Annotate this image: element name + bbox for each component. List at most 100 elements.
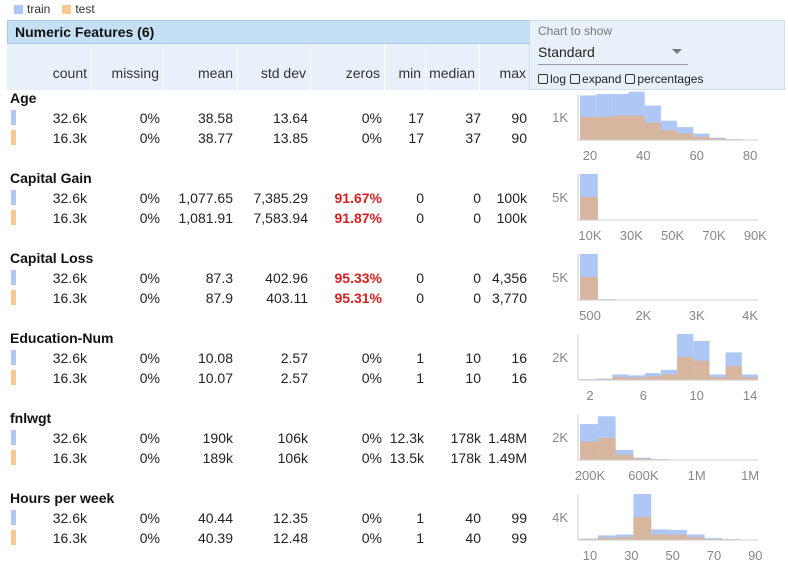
- col-mean[interactable]: mean: [164, 44, 238, 90]
- test-bar[interactable]: [615, 537, 634, 540]
- test-bar[interactable]: [628, 115, 645, 140]
- train-bar[interactable]: [580, 538, 598, 540]
- cell-min: 0: [416, 290, 424, 306]
- test-bar[interactable]: [709, 377, 726, 380]
- cell-min: 1: [416, 510, 424, 526]
- test-bar[interactable]: [580, 277, 598, 300]
- histogram-chart[interactable]: 5K 500 2K 3K 4K: [548, 252, 788, 332]
- train-bar[interactable]: [704, 538, 723, 540]
- x-tick-label: 2K: [635, 308, 651, 323]
- feature-name: Capital Gain: [10, 170, 92, 186]
- cell-std-dev: 13.64: [272, 110, 308, 126]
- cell-std-dev: 7,385.29: [253, 190, 309, 206]
- cell-mean: 40.39: [197, 530, 233, 546]
- train-bar[interactable]: [628, 375, 645, 380]
- cell-max: 3,770: [491, 290, 527, 306]
- legend-item-test: test: [62, 2, 95, 16]
- test-bar[interactable]: [580, 117, 597, 140]
- log-checkbox[interactable]: log: [538, 72, 566, 86]
- test-bar[interactable]: [596, 117, 613, 140]
- expand-checkbox[interactable]: expand: [570, 72, 621, 86]
- test-bar[interactable]: [580, 441, 598, 460]
- histogram-chart[interactable]: 5K 10K 30K 50K 70K 90K: [548, 172, 788, 252]
- cell-mean: 1,081.91: [178, 210, 234, 226]
- test-bar[interactable]: [669, 534, 687, 540]
- test-bar[interactable]: [612, 377, 629, 380]
- test-bar[interactable]: [628, 377, 645, 380]
- test-bar[interactable]: [612, 115, 629, 140]
- test-bar[interactable]: [633, 458, 652, 460]
- x-tick-label: 3K: [689, 308, 705, 323]
- histogram-chart[interactable]: 2K 2 6 10 14: [548, 332, 788, 412]
- col-zeros[interactable]: zeros: [311, 44, 385, 90]
- feature-name: Age: [10, 90, 37, 106]
- cell-mean: 10.08: [197, 350, 233, 366]
- cell-std-dev: 403.11: [266, 290, 308, 306]
- test-bar[interactable]: [677, 133, 694, 140]
- chart-type-select[interactable]: Standard: [538, 43, 688, 65]
- table-row: 32.6k 0% 190k 106k 0% 12.3k 178k 1.48M: [0, 428, 530, 448]
- test-bar[interactable]: [677, 357, 694, 380]
- percentages-checkbox[interactable]: percentages: [625, 72, 703, 86]
- histogram-chart[interactable]: 2K 200K 600K 1M 1M: [548, 412, 788, 492]
- test-bar[interactable]: [725, 366, 742, 380]
- test-bar[interactable]: [597, 437, 616, 460]
- x-tick-label: 70: [707, 548, 721, 563]
- test-bar[interactable]: [741, 377, 758, 380]
- test-bar[interactable]: [644, 376, 661, 380]
- test-bar[interactable]: [709, 138, 726, 140]
- test-bar[interactable]: [693, 360, 710, 380]
- col-min[interactable]: min: [385, 44, 426, 90]
- test-bar[interactable]: [651, 534, 669, 541]
- feature-name: Hours per week: [10, 490, 115, 506]
- test-bar[interactable]: [597, 537, 616, 540]
- cell-count: 32.6k: [52, 510, 87, 526]
- test-bar[interactable]: [660, 130, 678, 140]
- cell-count: 32.6k: [52, 430, 87, 446]
- col-missing[interactable]: missing: [92, 44, 164, 90]
- cell-mean: 189k: [202, 450, 233, 466]
- cell-max: 4,356: [491, 270, 527, 286]
- test-bar[interactable]: [693, 136, 710, 140]
- test-bar[interactable]: [686, 537, 705, 540]
- cell-missing: 0%: [139, 270, 160, 286]
- train-marker: [11, 110, 16, 125]
- col-median[interactable]: median: [426, 44, 480, 90]
- legend-label-train: train: [27, 2, 51, 16]
- cell-max: 1.48M: [488, 430, 527, 446]
- table-row: 16.3k 0% 38.77 13.85 0% 17 37 90: [0, 128, 530, 148]
- cell-min: 0: [416, 270, 424, 286]
- cell-std-dev: 13.85: [272, 130, 308, 146]
- cell-count: 32.6k: [52, 350, 87, 366]
- cell-count: 16.3k: [52, 450, 87, 466]
- x-tick-label: 70K: [702, 228, 725, 243]
- x-tick-label: 1M: [688, 468, 706, 483]
- legend-swatch-test: [62, 4, 72, 14]
- table-row: 16.3k 0% 87.9 403.11 95.31% 0 0 3,770: [0, 288, 530, 308]
- col-count[interactable]: count: [7, 44, 92, 90]
- x-tick-label: 4K: [742, 308, 758, 323]
- cell-min: 1: [416, 350, 424, 366]
- histogram-chart[interactable]: 1K 20 40 60 80: [548, 91, 788, 172]
- histogram-chart[interactable]: 4K 10 30 50 70 90: [548, 492, 788, 572]
- checkbox-box-icon: [625, 74, 636, 84]
- cell-median: 40: [465, 530, 481, 546]
- cell-count: 16.3k: [52, 210, 87, 226]
- col-max[interactable]: max: [499, 65, 526, 81]
- test-bar[interactable]: [644, 122, 661, 141]
- cell-missing: 0%: [139, 430, 160, 446]
- cell-median: 178k: [450, 430, 481, 446]
- test-bar[interactable]: [615, 454, 634, 460]
- cell-zeros: 0%: [361, 370, 382, 386]
- test-bar[interactable]: [660, 374, 678, 381]
- x-tick-label: 500: [579, 308, 601, 323]
- x-tick-label: 30: [624, 548, 638, 563]
- cell-std-dev: 7,583.94: [253, 210, 309, 226]
- cell-zeros: 0%: [361, 110, 382, 126]
- col-std-dev[interactable]: std dev: [238, 44, 311, 90]
- cell-missing: 0%: [139, 290, 160, 306]
- test-bar[interactable]: [580, 197, 598, 220]
- test-bar[interactable]: [633, 517, 652, 540]
- cell-zeros: 0%: [361, 450, 382, 466]
- cell-median: 0: [473, 290, 481, 306]
